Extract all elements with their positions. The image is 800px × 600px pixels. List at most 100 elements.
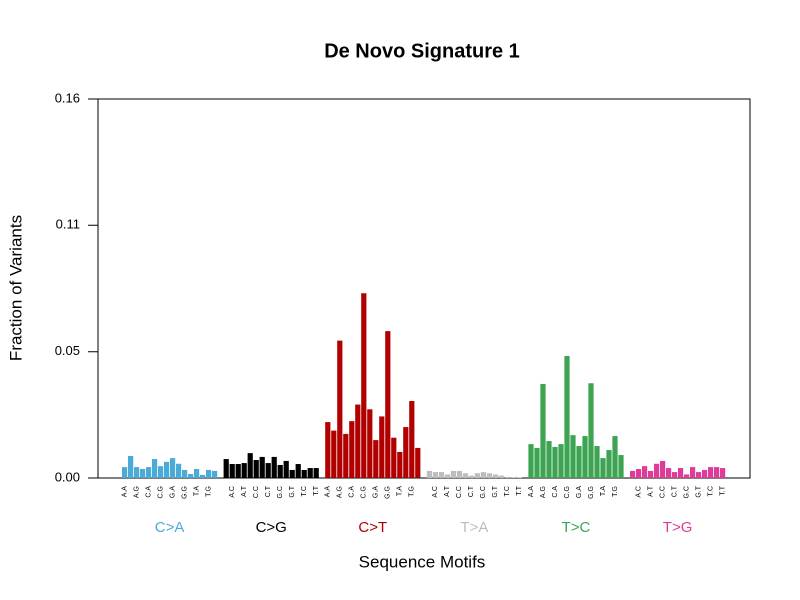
x-tick-label: A.C	[432, 486, 439, 498]
x-tick-label: A.T	[241, 485, 248, 497]
bar	[277, 464, 283, 478]
bar	[373, 440, 379, 478]
x-tick-label: G.C	[480, 486, 487, 498]
bar	[546, 441, 552, 478]
x-tick-label: T.C	[504, 486, 511, 497]
x-tick-label: A.T	[444, 485, 451, 497]
bar	[720, 468, 726, 478]
bar	[504, 476, 510, 478]
bar	[283, 460, 289, 478]
bar	[444, 474, 450, 478]
x-tick-label: A.A	[528, 486, 535, 498]
bar	[696, 472, 702, 478]
bar	[379, 416, 385, 478]
bar	[349, 421, 355, 478]
bar	[474, 473, 480, 478]
x-tick-label: C.G	[564, 486, 571, 498]
bar	[510, 477, 516, 478]
x-tick-label: G.C	[683, 486, 690, 498]
bar	[588, 383, 594, 478]
x-tick-label: T.G	[409, 486, 416, 497]
bar	[331, 430, 337, 478]
x-tick-label: T.T	[516, 485, 523, 495]
bar	[355, 404, 361, 478]
x-tick-label: A.G	[133, 486, 140, 498]
group-label: C>A	[155, 519, 185, 536]
bar	[259, 456, 265, 478]
bar	[636, 468, 642, 478]
bar	[289, 469, 295, 478]
bar	[152, 459, 158, 478]
x-tick-label: T.A	[193, 486, 200, 496]
bar	[678, 468, 684, 478]
bar	[708, 467, 714, 478]
bar	[480, 472, 486, 478]
x-tick-label: T.A	[397, 486, 404, 496]
bar	[660, 460, 666, 478]
x-tick-label: T.A	[600, 486, 607, 496]
x-tick-label: C.T	[265, 485, 272, 497]
x-tick-label: T.C	[301, 486, 308, 497]
bar	[337, 340, 343, 478]
group-label: C>G	[256, 519, 287, 536]
x-tick-label: A.C	[635, 486, 642, 498]
bar	[684, 474, 690, 478]
bar	[194, 468, 200, 478]
x-tick-label: C.A	[145, 486, 152, 498]
x-axis-label: Sequence Motifs	[359, 552, 486, 571]
chart-title: De Novo Signature 1	[324, 40, 520, 62]
bar	[265, 463, 271, 478]
bar	[528, 444, 534, 478]
bar	[672, 472, 678, 478]
bar	[714, 467, 720, 478]
x-tick-label: C.G	[361, 486, 368, 498]
bar	[690, 467, 696, 478]
x-tick-label: C.G	[157, 486, 164, 498]
plot-frame	[97, 98, 751, 479]
x-tick-label: C.C	[253, 486, 260, 498]
bar	[630, 470, 636, 478]
x-tick-label: A.G	[337, 486, 344, 498]
x-tick-label: T.T	[719, 485, 726, 495]
x-tick-label: T.C	[707, 486, 714, 497]
bar	[558, 444, 564, 478]
group-label: T>C	[562, 519, 591, 536]
bar	[409, 401, 415, 478]
bar	[468, 475, 474, 478]
x-tick-label: G.A	[373, 486, 380, 498]
bar	[391, 437, 397, 478]
bar	[170, 458, 176, 478]
x-tick-label: A.A	[121, 486, 128, 498]
bar	[200, 474, 206, 478]
x-tick-label: A.T	[647, 485, 654, 497]
x-tick-label: T.T	[313, 485, 320, 495]
group-label: T>A	[460, 519, 488, 536]
x-tick-label: A.C	[229, 486, 236, 498]
bar	[552, 446, 558, 478]
bar	[594, 446, 600, 478]
bar	[176, 463, 182, 478]
y-tick-label: 0.05	[55, 343, 80, 358]
bar	[212, 470, 218, 478]
bar	[188, 473, 194, 478]
bar	[146, 467, 152, 478]
bar	[618, 455, 624, 478]
bar	[122, 467, 128, 478]
bar	[702, 469, 708, 478]
bar	[582, 436, 588, 478]
bar	[415, 447, 421, 478]
x-tick-label: G.C	[277, 486, 284, 498]
bar	[462, 473, 468, 478]
bar	[576, 446, 582, 478]
x-tick-label: G.T	[289, 485, 296, 497]
bar	[164, 461, 170, 478]
y-tick-label: 0.00	[55, 469, 80, 484]
bar	[206, 469, 212, 478]
bar	[361, 293, 367, 478]
x-tick-label: T.G	[612, 486, 619, 497]
bar	[295, 464, 301, 478]
bar	[450, 470, 456, 478]
